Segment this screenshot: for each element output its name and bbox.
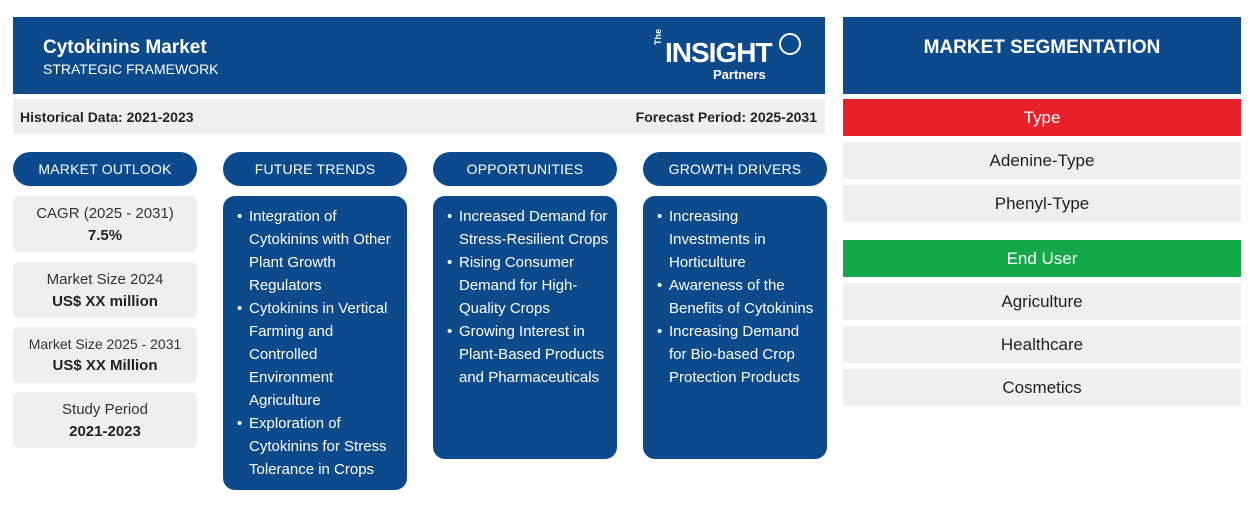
growth-drivers-heading: GROWTH DRIVERS bbox=[643, 152, 827, 186]
segment-heading-type: Type bbox=[843, 99, 1241, 136]
opportunities-panel: Increased Demand for Stress-Resilient Cr… bbox=[433, 196, 617, 459]
list-item: Exploration of Cytokinins for Stress Tol… bbox=[237, 412, 399, 481]
list-item: Growing Interest in Plant-Based Products… bbox=[447, 320, 609, 389]
market-outlook-heading: MARKET OUTLOOK bbox=[13, 152, 197, 186]
study-period-value: 2021-2023 bbox=[69, 423, 141, 440]
market-size-forecast-card: Market Size 2025 - 2031 US$ XX Million bbox=[13, 327, 197, 383]
study-period-label: Study Period bbox=[62, 401, 148, 418]
list-item: Integration of Cytokinins with Other Pla… bbox=[237, 205, 399, 297]
forecast-period: Forecast Period: 2025-2031 bbox=[635, 109, 817, 125]
market-size-forecast-label: Market Size 2025 - 2031 bbox=[28, 336, 182, 352]
list-item: Increasing Investments in Horticulture bbox=[657, 205, 819, 274]
future-trends-list: Integration of Cytokinins with Other Pla… bbox=[237, 205, 399, 481]
periods-bar: Historical Data: 2021-2023 Forecast Peri… bbox=[13, 99, 825, 134]
segment-item-phenyl-type: Phenyl-Type bbox=[843, 185, 1241, 222]
list-item: Rising Consumer Demand for High-Quality … bbox=[447, 251, 609, 320]
segment-item-adenine-type: Adenine-Type bbox=[843, 142, 1241, 179]
historical-data: Historical Data: 2021-2023 bbox=[20, 109, 194, 125]
opportunities-list: Increased Demand for Stress-Resilient Cr… bbox=[447, 205, 609, 389]
cagr-value: 7.5% bbox=[87, 227, 123, 244]
list-item: Increasing Demand for Bio-based Crop Pro… bbox=[657, 320, 819, 389]
page-title: Cytokinins Market bbox=[43, 37, 207, 58]
list-item: Awareness of the Benefits of Cytokinins bbox=[657, 274, 819, 320]
market-size-2024-label: Market Size 2024 bbox=[46, 271, 164, 288]
market-segmentation-title: MARKET SEGMENTATION bbox=[843, 17, 1241, 94]
market-size-2024-card: Market Size 2024 US$ XX million bbox=[13, 262, 197, 318]
future-trends-heading: FUTURE TRENDS bbox=[223, 152, 407, 186]
segment-item-cosmetics: Cosmetics bbox=[843, 369, 1241, 406]
logo-partners-text: Partners bbox=[713, 67, 766, 82]
segment-item-healthcare: Healthcare bbox=[843, 326, 1241, 363]
market-size-2024-value: US$ XX million bbox=[52, 293, 158, 310]
market-size-forecast-value: US$ XX Million bbox=[52, 357, 158, 374]
growth-drivers-panel: Increasing Investments in Horticulture A… bbox=[643, 196, 827, 459]
logo-ring-icon bbox=[779, 33, 801, 55]
page-subtitle: STRATEGIC FRAMEWORK bbox=[43, 61, 219, 77]
segment-heading-end-user: End User bbox=[843, 240, 1241, 277]
segment-item-agriculture: Agriculture bbox=[843, 283, 1241, 320]
study-period-card: Study Period 2021-2023 bbox=[13, 392, 197, 448]
future-trends-panel: Integration of Cytokinins with Other Pla… bbox=[223, 196, 407, 490]
header-banner: Cytokinins Market STRATEGIC FRAMEWORK Th… bbox=[13, 17, 825, 94]
list-item: Cytokinins in Vertical Farming and Contr… bbox=[237, 297, 399, 412]
insight-partners-logo: The INSIGHT Partners bbox=[653, 29, 803, 83]
logo-the-text: The bbox=[653, 28, 663, 45]
cagr-label: CAGR (2025 - 2031) bbox=[36, 205, 174, 222]
logo-insight-text: INSIGHT bbox=[665, 37, 773, 68]
list-item: Increased Demand for Stress-Resilient Cr… bbox=[447, 205, 609, 251]
cagr-card: CAGR (2025 - 2031) 7.5% bbox=[13, 196, 197, 252]
opportunities-heading: OPPORTUNITIES bbox=[433, 152, 617, 186]
growth-drivers-list: Increasing Investments in Horticulture A… bbox=[657, 205, 819, 389]
